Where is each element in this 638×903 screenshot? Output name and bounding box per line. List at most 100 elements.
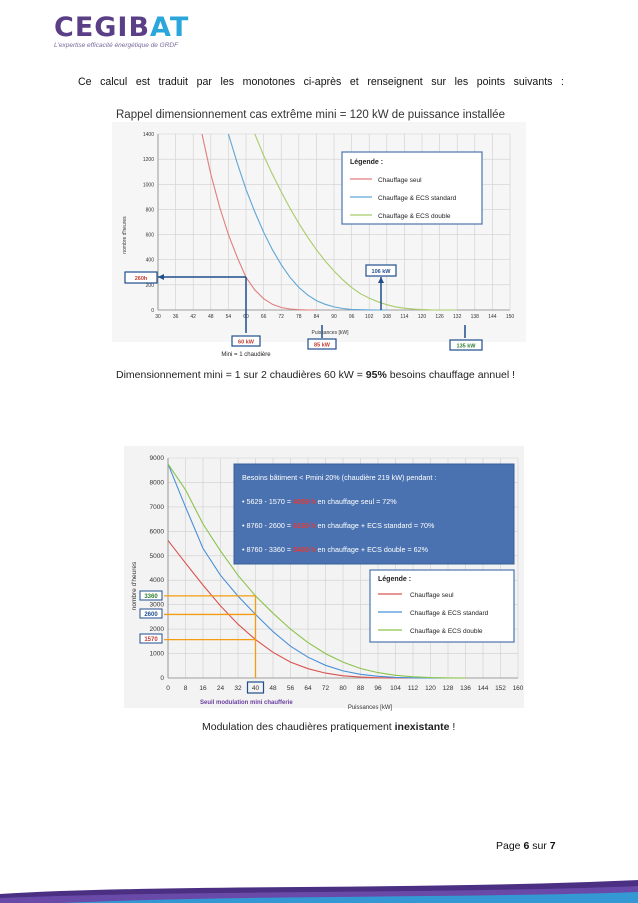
figure-1-x-label: Puissances [kW]	[312, 330, 350, 336]
figure-2-y-label: nombre d'heures	[131, 561, 138, 610]
series-line-3	[254, 133, 458, 311]
x-tick-label: 78	[296, 314, 302, 320]
info-line-1: • 5629 - 1570 = 4059 h en chauffage seul…	[242, 497, 397, 506]
x-tick-label: 32	[234, 685, 242, 692]
threshold-40-box	[246, 681, 265, 694]
x-tick-label: 48	[269, 685, 277, 692]
page-footer: Page 6 sur 7	[496, 840, 556, 852]
x-tick-label: 90	[331, 314, 337, 320]
y-tick-label: 0	[151, 308, 154, 314]
figure-1-legend-label-1: Chauffage seul	[378, 177, 422, 184]
series-line-2	[167, 463, 448, 679]
callout-106kw: 106 kW	[372, 269, 392, 275]
y-tick-label: 5000	[150, 553, 165, 560]
callout-260h-box	[124, 271, 158, 284]
y-tick-label: 8000	[150, 479, 165, 486]
x-tick-label: 160	[513, 685, 524, 692]
intro-paragraph: Ce calcul est traduit par les monotones …	[78, 76, 564, 88]
threshold-label: Seuil modulation mini chaufferie	[200, 700, 293, 706]
x-tick-label: 24	[217, 685, 225, 692]
figure-2-caption: Modulation des chaudières pratiquement i…	[202, 721, 455, 733]
callout-85kw: 85 kW	[314, 343, 331, 349]
callout-106kw-box	[365, 264, 397, 277]
y-tick-label: 7000	[150, 504, 165, 511]
x-tick-label: 30	[155, 314, 161, 320]
figure-1-title: Rappel dimensionnement cas extrême mini …	[116, 109, 505, 121]
x-tick-label: 138	[471, 314, 480, 320]
x-tick-label: 72	[322, 685, 330, 692]
logo-word-a: CEGIB	[54, 12, 151, 43]
figure-2: 0 8 16 24 32 40 48 56 64 72 80 88 96 104 112 120 128 136 1…	[124, 446, 524, 733]
figure-2-x-label: Puissances [kW]	[348, 705, 393, 711]
figure-1-caption: Dimensionnement mini = 1 sur 2 chaudière…	[116, 369, 515, 381]
y-tick-label: 2000	[150, 626, 165, 633]
x-tick-label: 132	[453, 314, 462, 320]
series-line-3	[167, 463, 466, 679]
x-tick-label: 96	[374, 685, 382, 692]
figure-2-legend: Légende : Chauffage seul Chauffage & ECS…	[369, 569, 515, 643]
callout-85kw-box	[307, 338, 337, 350]
y-tick-label: 9000	[150, 455, 165, 462]
figure-1-y-label: nombre d'heures	[122, 216, 128, 254]
x-tick-label: 96	[349, 314, 355, 320]
x-tick-label: 84	[314, 314, 320, 320]
figure-2-series	[167, 463, 466, 679]
y-tick-label: 1000	[150, 651, 165, 658]
figure-1-axes: 3036424854606672788490961021081141201261…	[143, 132, 515, 320]
series-line-2	[227, 133, 387, 311]
x-tick-label: 126	[435, 314, 444, 320]
x-tick-label: 42	[190, 314, 196, 320]
figure-2-legend-label-3: Chauffage & ECS double	[410, 628, 483, 635]
x-tick-label: 66	[261, 314, 267, 320]
x-tick-label: 136	[460, 685, 471, 692]
x-tick-label: 36	[173, 314, 179, 320]
logo-tagline: L'expertise efficacité énergétique de GR…	[54, 42, 179, 49]
x-tick-label: 56	[287, 685, 295, 692]
x-tick-label: 40	[252, 685, 260, 692]
x-tick-label: 80	[339, 685, 347, 692]
x-tick-label: 8	[184, 685, 188, 692]
info-line-3: • 8760 - 3360 = 5400 h en chauffage + EC…	[242, 545, 429, 554]
figure-1-legend: Légende : Chauffage seul Chauffage & ECS…	[341, 151, 483, 225]
y-tick-label: 200	[146, 283, 155, 289]
figure-2-callouts: 3360 2600 1570	[139, 590, 163, 644]
callout-60kw: 60 kW	[238, 340, 255, 346]
series-line-1	[167, 540, 413, 679]
y-tick-label: 4000	[150, 577, 165, 584]
info-line-2: • 8760 - 2600 = 6160 h en chauffage + EC…	[242, 521, 435, 530]
figure-1-series	[201, 133, 458, 311]
logo-word-b: AT	[150, 12, 190, 43]
x-tick-label: 150	[506, 314, 515, 320]
callout-60kw-box	[231, 335, 261, 347]
figure-1-legend-label-3: Chauffage & ECS double	[378, 213, 451, 220]
x-tick-label: 112	[408, 685, 419, 692]
x-tick-label: 0	[166, 685, 170, 692]
current-page: 6	[523, 840, 530, 852]
y-tick-label: 1400	[143, 132, 154, 138]
cegibat-logo: CEGIBAT L'expertise efficacité énergétiq…	[54, 14, 224, 50]
x-tick-label: 144	[478, 685, 489, 692]
figure-1-callouts: 260h 60 kW Mini = 1 chaudière 85 kW 106 …	[124, 264, 483, 358]
x-tick-label: 120	[425, 685, 436, 692]
callout-2600: 2600	[144, 612, 158, 618]
x-tick-label: 120	[418, 314, 427, 320]
y-tick-label: 3000	[150, 602, 165, 609]
callout-135kw-box	[449, 339, 483, 351]
x-tick-label: 102	[365, 314, 374, 320]
callout-260h: 260h	[135, 276, 148, 282]
y-tick-label: 1000	[143, 182, 154, 188]
figure-2-info-box: Besoins bâtiment < Pmini 20% (chaudière …	[233, 463, 515, 565]
footer-decoration	[0, 880, 638, 903]
y-tick-label: 800	[146, 207, 155, 213]
figure-1-legend-label-2: Chauffage & ECS standard	[378, 195, 457, 202]
callout-mini: Mini = 1 chaudière	[221, 352, 271, 358]
info-box-title: Besoins bâtiment < Pmini 20% (chaudière …	[242, 473, 436, 482]
y-tick-label: 600	[146, 233, 155, 239]
x-tick-label: 48	[208, 314, 214, 320]
x-tick-label: 114	[400, 314, 408, 320]
figure-2-guides	[164, 595, 265, 694]
x-tick-label: 16	[199, 685, 207, 692]
total-pages: 7	[549, 840, 556, 852]
x-tick-label: 64	[304, 685, 312, 692]
series-line-1	[201, 133, 317, 311]
